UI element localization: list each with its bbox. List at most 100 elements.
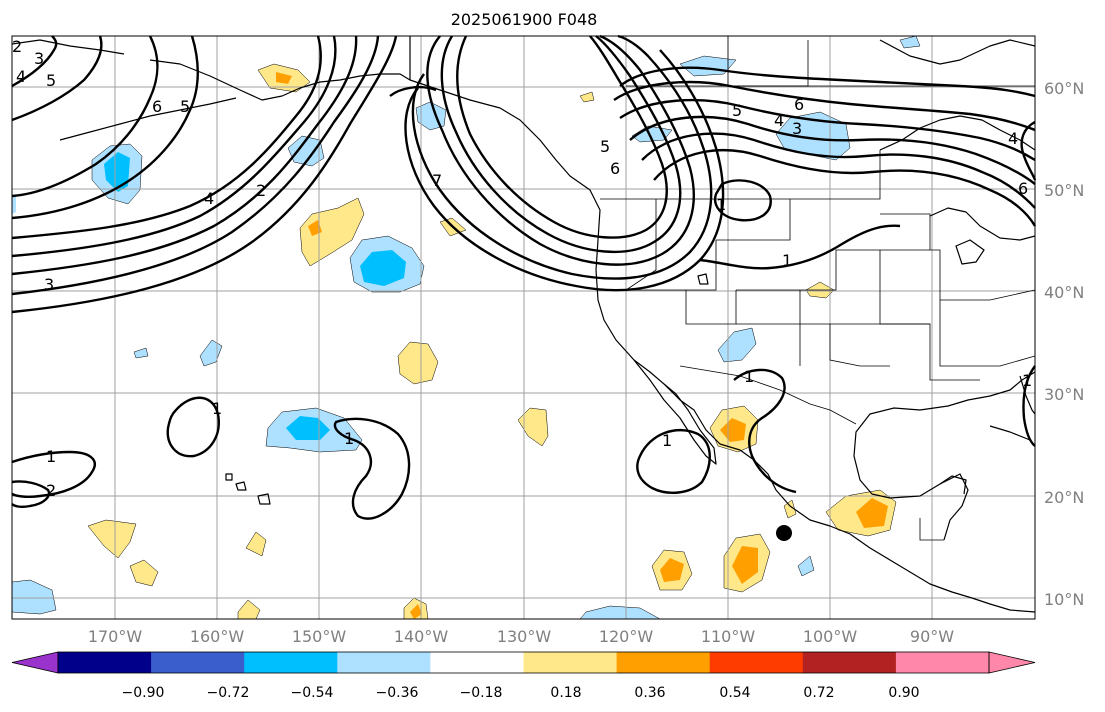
contour-label: 3	[34, 49, 44, 68]
lon-label-120w: 120°W	[599, 627, 654, 646]
colorbar-segment	[802, 652, 897, 673]
neg-anomaly-core	[104, 152, 130, 192]
contour-label: 1	[782, 251, 792, 270]
pos-anomaly-area	[579, 91, 595, 103]
pos-anomaly-area	[783, 499, 797, 519]
lon-label-170w: 170°W	[88, 627, 143, 646]
contour-label: 3	[44, 275, 54, 294]
pos-anomaly-core	[410, 604, 422, 619]
contour-label: 1	[716, 195, 726, 214]
colorbar-segment	[709, 652, 804, 673]
contour-label: 2	[256, 181, 266, 200]
political-borders	[409, 36, 1036, 541]
colorbar-tick-label: 0.54	[719, 685, 750, 701]
contour-label: 5	[600, 137, 610, 156]
map-frame	[11, 35, 1036, 620]
colorbar-tick-labels: −0.90 −0.72 −0.54 −0.36 −0.18 0.18 0.36 …	[122, 685, 920, 701]
neg-anomaly-core	[360, 250, 406, 286]
neg-anomaly-area	[797, 555, 815, 577]
contour-label: 1	[662, 431, 672, 450]
contour-label: 6	[152, 97, 162, 116]
pos-anomaly-area	[129, 559, 159, 587]
colorbar-tick-label: 0.18	[550, 685, 581, 701]
colorbar-min-extension	[11, 651, 59, 674]
contour-label: 5	[46, 71, 56, 90]
contour-label: 1	[212, 399, 222, 418]
contour-label: 4	[774, 111, 784, 130]
pos-anomaly-core	[732, 546, 758, 584]
contour-label: 4	[204, 189, 214, 208]
lat-label-60n: 60°N	[1044, 79, 1084, 98]
colorbar-tick-label: −0.18	[460, 685, 503, 701]
colorbar-tick-label: 0.36	[634, 685, 665, 701]
pos-anomaly-area	[397, 341, 439, 385]
colorbar-tick-label: 0.72	[803, 685, 834, 701]
colorbar-segment	[244, 652, 338, 673]
chart-title: 2025061900 F048	[450, 10, 598, 29]
lat-label-10n: 10°N	[1044, 590, 1084, 609]
lon-label-140w: 140°W	[394, 627, 449, 646]
lon-label-160w: 160°W	[190, 627, 245, 646]
storm-position-marker	[776, 525, 792, 541]
neg-anomaly-area	[579, 605, 661, 620]
neg-anomaly-area	[287, 135, 325, 167]
contour-label: 1	[46, 447, 56, 466]
contour-label: 3	[792, 119, 802, 138]
colorbar-tick-label: −0.90	[122, 685, 165, 701]
pos-anomaly-core	[720, 418, 746, 442]
graticule	[12, 36, 1035, 619]
contour-label: 6	[1018, 179, 1028, 198]
contour-lines	[11, 34, 1037, 520]
colorbar-segment	[430, 652, 524, 673]
colorbar-tick-label: −0.54	[291, 685, 334, 701]
lon-label-110w: 110°W	[701, 627, 756, 646]
colorbar-segment	[523, 652, 618, 673]
contour-label: 4	[16, 67, 26, 86]
pos-anomaly-area	[517, 407, 549, 447]
colorbar-tick-label: 0.90	[888, 685, 919, 701]
pos-anomaly-area	[245, 531, 267, 557]
lat-label-20n: 20°N	[1044, 488, 1084, 507]
contour-label: 5	[180, 97, 190, 116]
lat-label-50n: 50°N	[1044, 181, 1084, 200]
colorbar-max-extension	[988, 651, 1036, 674]
contour-label: 2	[46, 481, 56, 500]
colorbar	[11, 651, 1036, 674]
colorbar-segment	[337, 652, 431, 673]
contour-label: 6	[610, 159, 620, 178]
contour-label: 2	[12, 37, 22, 56]
lon-label-150w: 150°W	[292, 627, 347, 646]
pos-anomaly-core	[660, 558, 684, 582]
longitude-labels: 170°W 160°W 150°W 140°W 130°W 120°W 110°…	[88, 627, 954, 646]
colorbar-tick-label: −0.72	[207, 685, 250, 701]
contour-label: 6	[794, 95, 804, 114]
contour-label: 1	[344, 429, 354, 448]
pos-anomaly-area	[87, 519, 137, 559]
lat-label-30n: 30°N	[1044, 385, 1084, 404]
latitude-labels: 60°N 50°N 40°N 30°N 20°N 10°N	[1044, 79, 1084, 609]
contour-label: 5	[732, 101, 742, 120]
lon-label-130w: 130°W	[497, 627, 552, 646]
colorbar-segment	[151, 652, 245, 673]
contour-label: 1	[744, 367, 754, 386]
neg-anomaly-area	[12, 194, 16, 214]
contour-label: 1	[1022, 371, 1032, 390]
pos-anomaly-core	[856, 498, 888, 528]
lat-label-40n: 40°N	[1044, 283, 1084, 302]
pos-anomaly-area	[237, 599, 261, 620]
neg-anomaly-area	[133, 347, 149, 359]
contour-label-group: 2 3 4 5 6 5 4 2 3 7 5 6 5 6 4 3 1 1 4 6 …	[12, 37, 1032, 500]
lon-label-100w: 100°W	[803, 627, 858, 646]
neg-anomaly-area	[899, 35, 921, 49]
colorbar-segment	[58, 652, 152, 673]
colorbar-segment	[895, 652, 990, 673]
lon-label-90w: 90°W	[910, 627, 954, 646]
pos-anomaly-area	[299, 197, 365, 267]
contour-label: 7	[432, 171, 442, 190]
colorbar-outline	[57, 651, 990, 674]
colorbar-tick-label: −0.36	[376, 685, 419, 701]
pos-anomaly-core	[276, 72, 292, 84]
colorbar-segment	[616, 652, 711, 673]
contour-label: 4	[1008, 129, 1018, 148]
